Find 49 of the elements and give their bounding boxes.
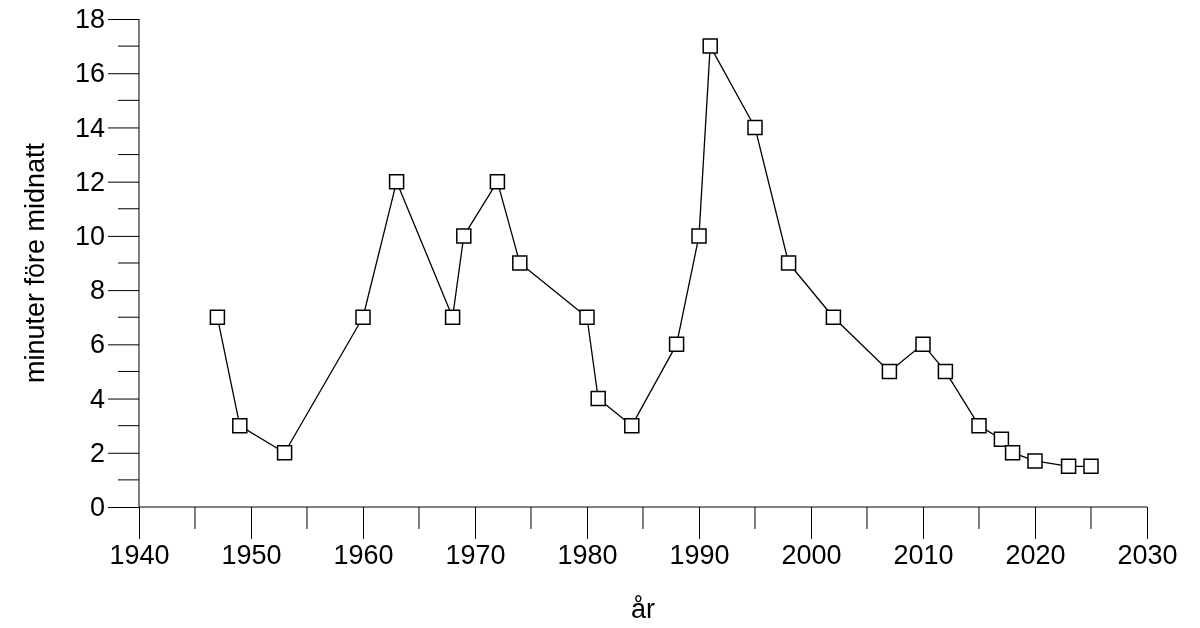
- point: [1083, 458, 1099, 475]
- point: [276, 445, 293, 461]
- x-tick-label: 2030: [1117, 540, 1178, 571]
- point: [579, 309, 595, 325]
- point: [1027, 453, 1043, 469]
- y-axis-title: minuter före midnatt: [20, 142, 50, 384]
- point: [780, 255, 797, 271]
- point: [355, 309, 371, 325]
- x-tick-label: 1950: [221, 540, 282, 571]
- point: [489, 173, 506, 190]
- x-tick-label: 1970: [445, 540, 506, 571]
- point: [512, 255, 528, 271]
- y-tick-label: 14: [74, 112, 105, 143]
- point: [668, 336, 685, 353]
- y-tick-label: 8: [89, 275, 105, 306]
- y-tick-label: 4: [89, 383, 105, 414]
- point: [825, 309, 842, 325]
- point: [456, 228, 472, 244]
- point: [209, 309, 226, 325]
- point: [624, 417, 640, 434]
- point: [702, 38, 718, 54]
- x-tick-label: 1990: [669, 540, 730, 571]
- point: [1060, 458, 1077, 475]
- y-tick-label: 12: [74, 166, 105, 197]
- point: [915, 336, 931, 353]
- x-tick-label: 1980: [557, 540, 618, 571]
- y-tick-label: 0: [89, 492, 105, 523]
- point: [1004, 445, 1021, 461]
- point: [971, 417, 987, 434]
- point: [747, 119, 763, 136]
- point: [937, 363, 954, 380]
- point: [881, 363, 898, 380]
- x-tick-label: 2000: [781, 540, 842, 571]
- point: [993, 431, 1010, 447]
- y-tick-label: 16: [74, 58, 105, 89]
- point: [691, 228, 707, 244]
- y-tick-label: 10: [74, 221, 105, 252]
- point: [388, 173, 405, 190]
- point: [444, 309, 461, 325]
- y-tick-label: 2: [89, 437, 105, 468]
- x-tick-label: 1960: [333, 540, 394, 571]
- x-tick-label: 2010: [893, 540, 954, 571]
- point: [590, 390, 606, 407]
- x-axis-title: år: [630, 594, 656, 624]
- x-tick-label: 1940: [109, 540, 170, 571]
- point: [232, 417, 248, 434]
- y-tick-label: 6: [89, 329, 105, 360]
- y-tick-label: 18: [74, 4, 105, 35]
- x-tick-label: 2020: [1005, 540, 1066, 571]
